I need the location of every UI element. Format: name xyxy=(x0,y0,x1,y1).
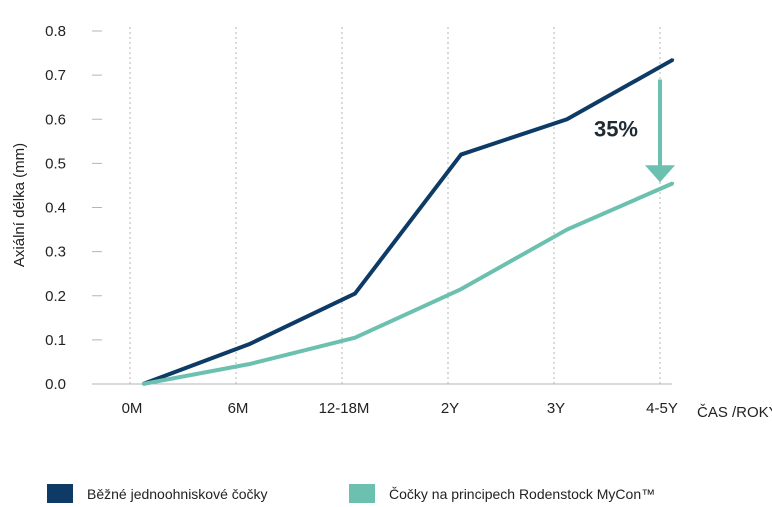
x-tick-label: 3Y xyxy=(547,400,565,417)
legend-swatch xyxy=(349,484,375,503)
legend-label: Čočky na principech Rodenstock MyCon™ xyxy=(389,485,656,502)
y-tick-label: 0.0 xyxy=(45,376,66,393)
data-point xyxy=(565,228,569,231)
axes xyxy=(92,30,672,385)
data-point xyxy=(247,343,251,346)
y-tick-label: 0.7 xyxy=(45,67,66,84)
data-point xyxy=(459,153,463,156)
data-point xyxy=(671,182,675,185)
data-point xyxy=(353,292,357,295)
y-tick-label: 0.4 xyxy=(45,200,66,217)
x-tick-labels: 0M 6M 12-18M 2Y 3Y 4-5Y xyxy=(122,400,678,417)
legend-item-single-vision: Běžné jednoohniskové čočky xyxy=(47,484,268,503)
series-lines xyxy=(141,57,675,386)
x-axis-label: ČAS /ROKY xyxy=(697,404,772,421)
y-axis-label: Axiální délka (mm) xyxy=(11,143,28,267)
legend-swatch xyxy=(47,484,73,503)
line-chart: 0.0 0.1 0.2 0.3 0.4 0.5 0.6 0.7 0.8 0M 6M 12-18M 2Y… xyxy=(11,23,772,421)
y-tick-label: 0.3 xyxy=(45,244,66,261)
y-tick-label: 0.5 xyxy=(45,155,66,172)
data-point xyxy=(671,58,675,61)
y-tick-label: 0.2 xyxy=(45,288,66,305)
series-line-2 xyxy=(142,181,674,386)
data-point xyxy=(565,118,569,121)
x-tick-label: 4-5Y xyxy=(646,400,678,417)
data-point xyxy=(353,336,357,339)
annotation: 35% xyxy=(594,79,675,183)
x-tick-label: 12-18M xyxy=(319,400,370,417)
y-tick-label: 0.6 xyxy=(45,111,66,128)
y-tick-label: 0.8 xyxy=(45,23,66,40)
x-tick-label: 0M xyxy=(122,400,143,417)
data-point xyxy=(459,287,463,291)
annotation-arrow-head xyxy=(645,165,675,183)
legend-item-mycon: Čočky na principech Rodenstock MyCon™ xyxy=(349,484,655,503)
data-point xyxy=(247,362,251,366)
series-line-1 xyxy=(142,57,674,386)
y-tick-label: 0.1 xyxy=(45,332,66,349)
x-tick-label: 6M xyxy=(228,400,249,417)
annotation-label: 35% xyxy=(594,116,638,141)
grid-lines xyxy=(129,27,661,384)
y-tick-labels: 0.0 0.1 0.2 0.3 0.4 0.5 0.6 0.7 0.8 xyxy=(45,23,66,393)
legend-label: Běžné jednoohniskové čočky xyxy=(87,485,268,502)
x-tick-label: 2Y xyxy=(441,400,459,417)
data-point xyxy=(141,382,145,386)
